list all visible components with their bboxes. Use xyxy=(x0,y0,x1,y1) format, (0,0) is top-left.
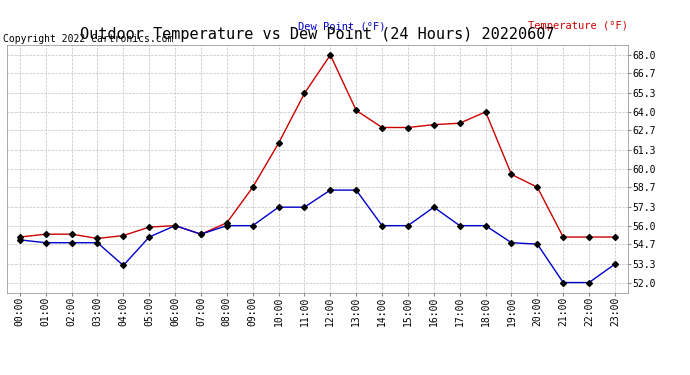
Title: Outdoor Temperature vs Dew Point (24 Hours) 20220607: Outdoor Temperature vs Dew Point (24 Hou… xyxy=(80,27,555,42)
Text: Temperature (°F): Temperature (°F) xyxy=(528,21,628,32)
Text: Copyright 2022 Cartronics.com: Copyright 2022 Cartronics.com xyxy=(3,34,174,44)
Text: Dew Point (°F): Dew Point (°F) xyxy=(298,21,386,32)
